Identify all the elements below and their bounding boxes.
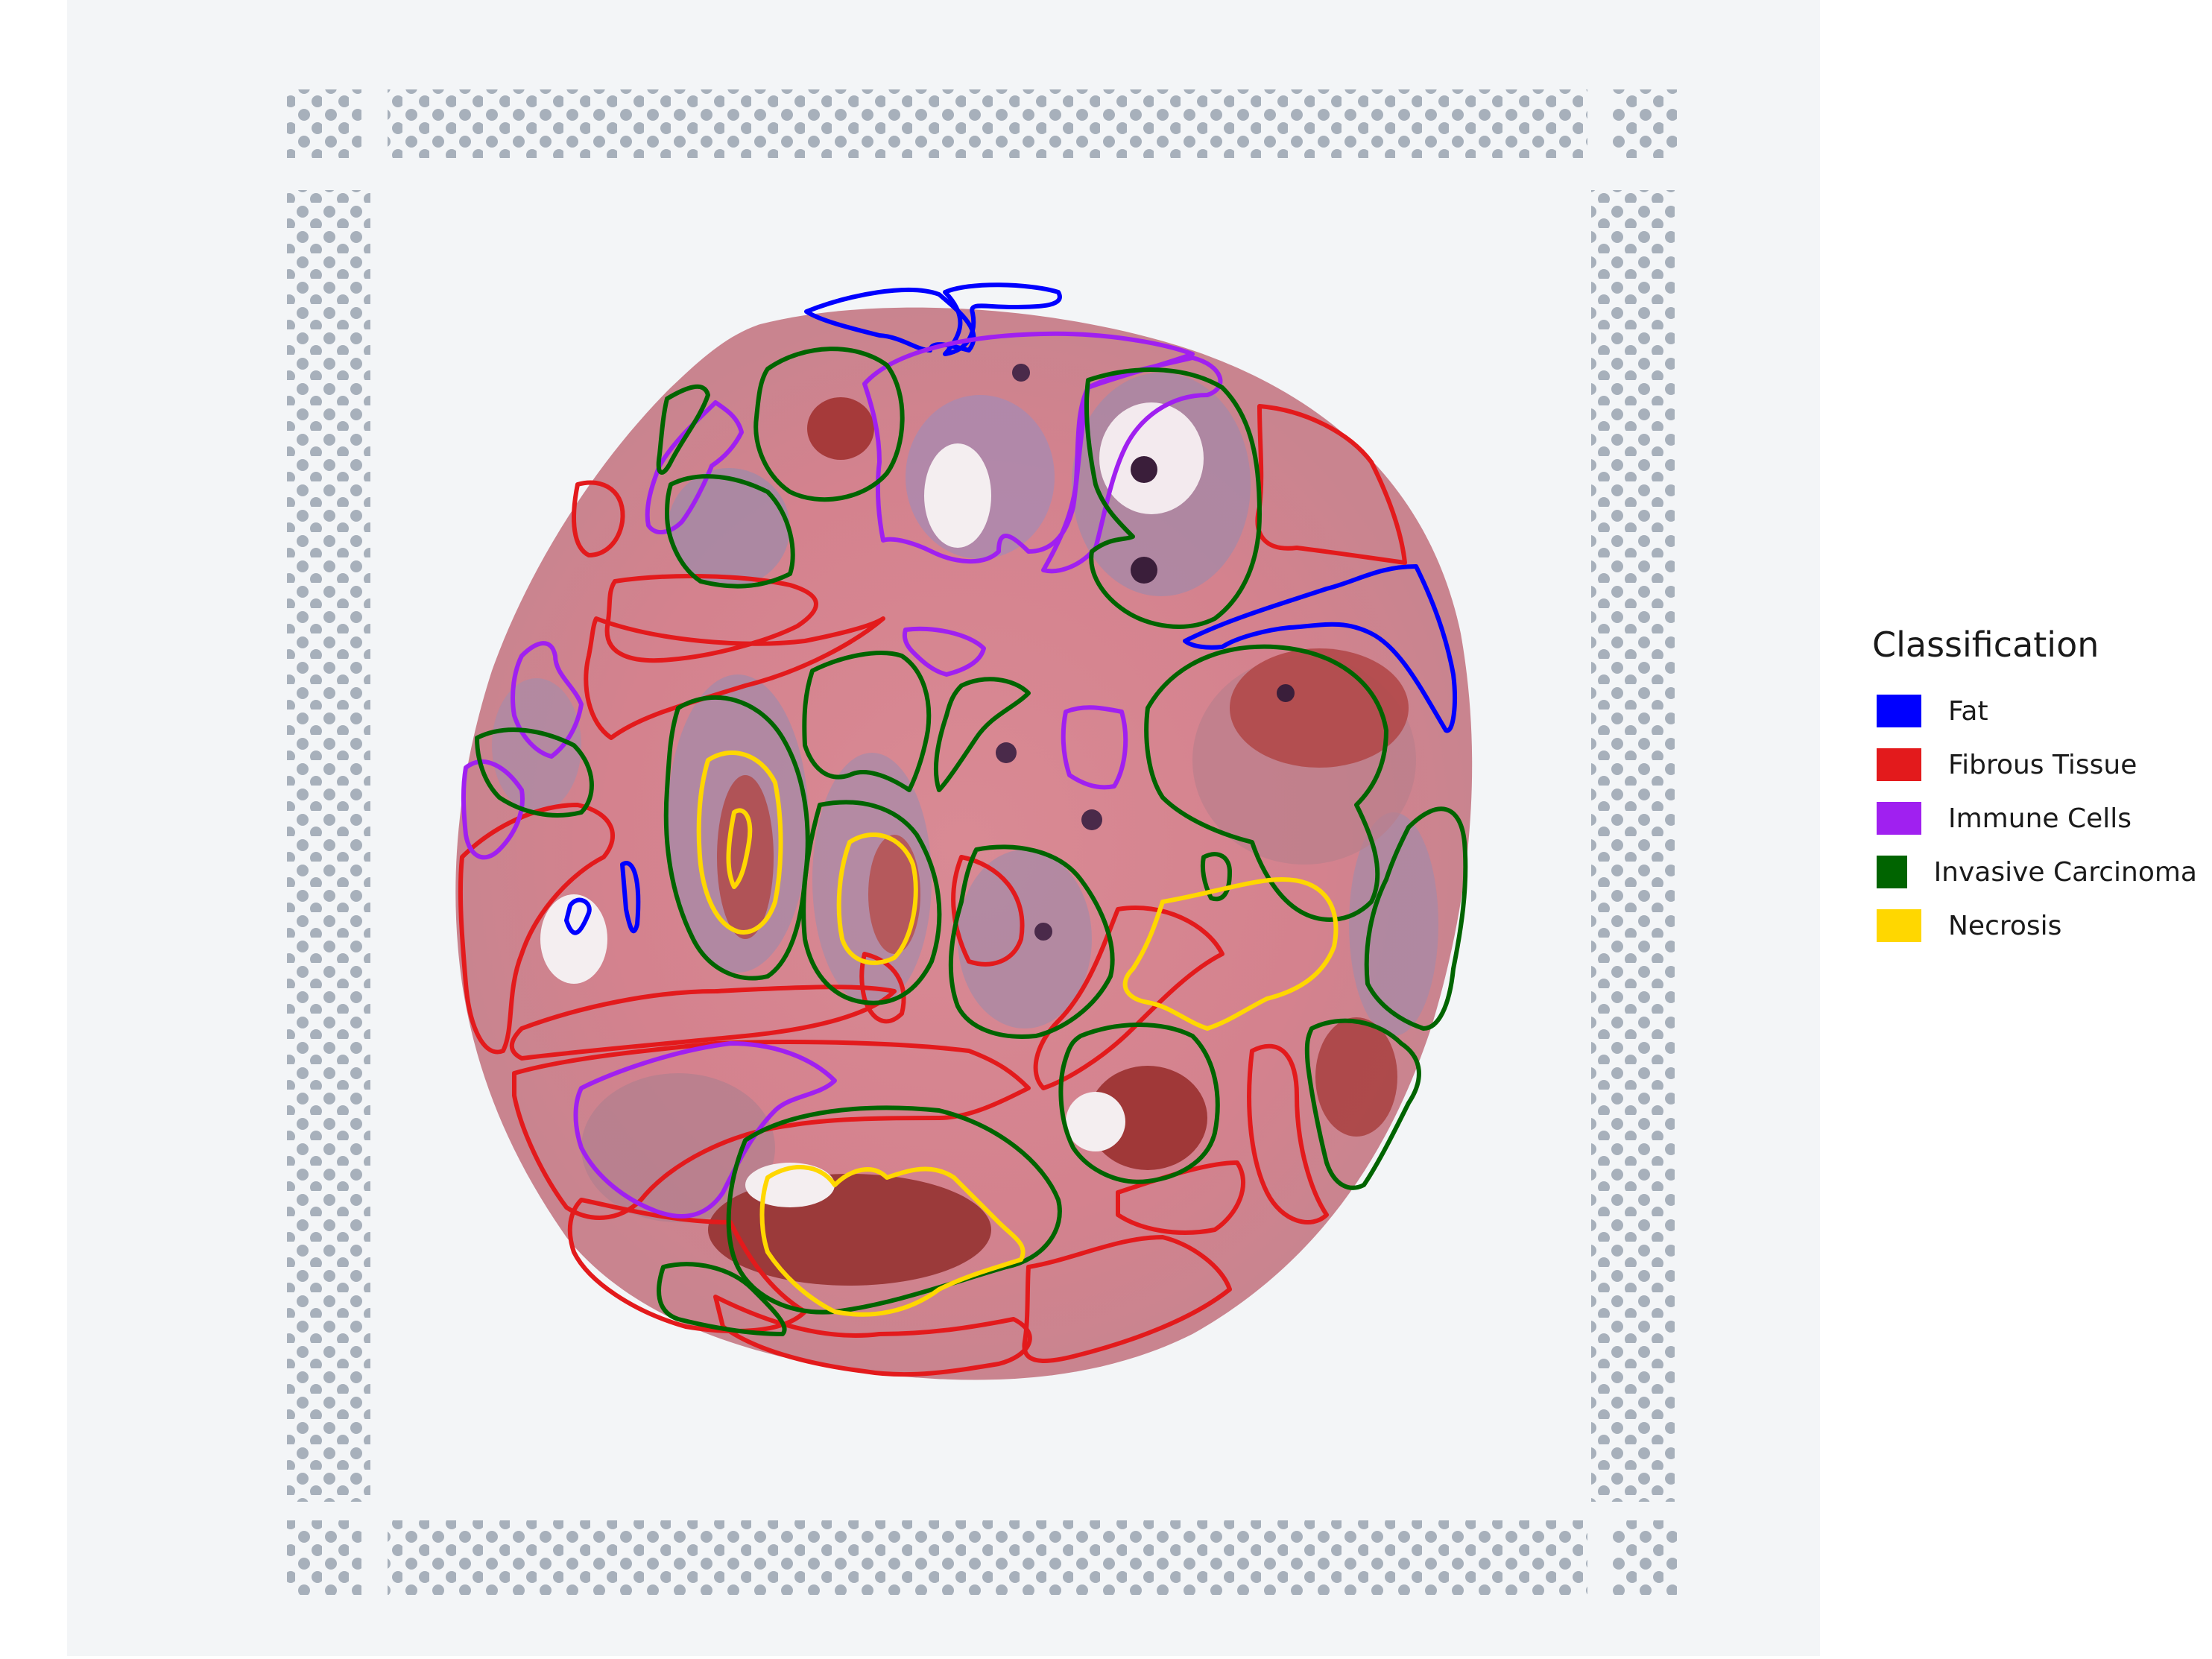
carcinoma-region [1084, 367, 1262, 629]
carcinoma-region [801, 800, 942, 1005]
legend-label: Invasive Carcinoma [1933, 856, 2197, 888]
carcinoma-region [663, 695, 810, 981]
legend-label: Necrosis [1948, 910, 2062, 941]
carcinoma-region [1304, 1018, 1421, 1190]
carcinoma-region [802, 651, 932, 792]
necrosis-region [836, 832, 918, 965]
carcinoma-region [657, 1262, 787, 1336]
carcinoma-region [1364, 806, 1468, 1031]
fibrous-region [1033, 906, 1224, 1090]
carcinoma-region [1144, 644, 1388, 922]
legend-title: Classification [1872, 625, 2099, 665]
fibrous-region [572, 480, 625, 557]
necrosis-region [1122, 877, 1339, 1031]
carcinoma-region [1200, 852, 1232, 902]
legend-swatch [1877, 909, 1921, 942]
carcinoma-region [475, 727, 594, 818]
legend-swatch [1877, 748, 1921, 781]
fat-region [1183, 564, 1457, 733]
legend-swatch [1877, 802, 1921, 835]
annotation-overlay [458, 282, 1468, 1377]
immune-region [902, 626, 986, 677]
immune-region [511, 641, 584, 759]
legend-item-invasive-carcinoma: Invasive Carcinoma [1869, 845, 2197, 899]
carcinoma-region [726, 1105, 1062, 1315]
legend-label: Fibrous Tissue [1948, 749, 2137, 780]
carcinoma-region [753, 347, 905, 502]
immune-region [461, 759, 525, 860]
fat-region [564, 897, 592, 935]
fibrous-region [567, 1198, 807, 1333]
fibrous-region [1022, 1235, 1232, 1363]
legend-item-fibrous-tissue: Fibrous Tissue [1869, 738, 2197, 791]
carcinoma-region [1058, 1023, 1220, 1184]
legend-label: Fat [1948, 695, 1988, 727]
necrosis-region [726, 808, 753, 889]
fibrous-region [859, 952, 906, 1024]
legend-swatch [1877, 856, 1907, 888]
carcinoma-region [948, 844, 1115, 1039]
legend-label: Immune Cells [1948, 803, 2132, 834]
necrosis-region [759, 1165, 1026, 1317]
legend-item-immune-cells: Immune Cells [1869, 791, 2197, 845]
fat-region [620, 861, 641, 934]
legend-swatch [1877, 695, 1921, 727]
immune-region [645, 400, 744, 534]
legend-item-fat: Fat [1869, 684, 2197, 738]
fibrous-region [1247, 1043, 1329, 1224]
carcinoma-region [933, 677, 1031, 792]
carcinoma-region [665, 474, 795, 589]
immune-region [1061, 705, 1128, 790]
fibrous-region [951, 855, 1025, 967]
fiducial-frame [287, 89, 1677, 1595]
carcinoma-region [656, 384, 710, 475]
legend: Classification Fat Fibrous Tissue Immune… [1869, 625, 2197, 952]
necrosis-region [696, 750, 783, 935]
fat-region [943, 282, 1062, 356]
fibrous-region [458, 803, 615, 1055]
legend-item-necrosis: Necrosis [1869, 899, 2197, 952]
fibrous-region [604, 574, 818, 663]
fibrous-region [713, 1295, 1032, 1377]
immune-region [1041, 356, 1223, 574]
fibrous-region [584, 616, 885, 740]
